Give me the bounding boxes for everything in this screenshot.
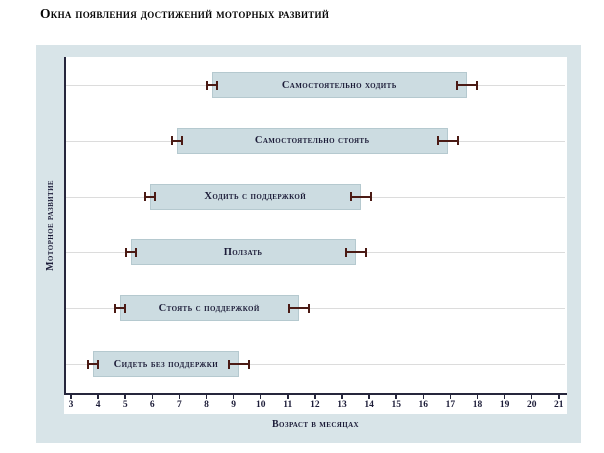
milestone-bar: Сидеть без поддержки — [92, 351, 239, 377]
x-axis-label-box: Возраст в месяцах — [64, 414, 567, 440]
x-tick — [558, 394, 560, 399]
milestone-bar: Ходить с поддержкой — [149, 183, 361, 210]
range-whisker-right — [349, 195, 372, 198]
x-tick-label: 3 — [68, 400, 74, 410]
milestone-label: Ходить с поддержкой — [204, 191, 307, 203]
x-tick — [368, 394, 370, 399]
milestone-label: Самостоятельно ходить — [281, 79, 397, 91]
x-tick — [178, 394, 181, 399]
x-tick — [124, 394, 126, 399]
y-axis-label: Моторное развитие — [44, 180, 56, 271]
whisker-cap — [180, 136, 183, 146]
x-tick — [530, 394, 533, 399]
x-tick-label: 6 — [149, 400, 155, 410]
x-tick — [232, 394, 235, 399]
milestone-bar: Ползать — [130, 239, 356, 266]
whisker-cap — [215, 80, 218, 90]
milestone-bar: Самостоятельно стоять — [176, 127, 448, 154]
range-whisker-right — [228, 363, 251, 365]
x-tick — [314, 394, 316, 399]
whisker-cap — [205, 80, 208, 90]
whisker-cap — [113, 303, 116, 313]
row-gridline — [66, 308, 565, 310]
x-tick — [70, 394, 72, 399]
x-tick — [395, 394, 397, 399]
whisker-cap — [364, 247, 367, 257]
y-axis-label-box: Моторное развитие — [36, 57, 64, 394]
row-gridline — [66, 364, 565, 365]
whisker-cap — [170, 136, 173, 146]
x-tick-label: 11 — [283, 400, 293, 410]
x-tick-label: 10 — [255, 400, 266, 410]
x-tick-label: 17 — [445, 400, 456, 410]
x-tick — [476, 394, 479, 399]
range-whisker-right — [287, 307, 310, 310]
x-tick-label: 4 — [95, 400, 101, 410]
x-tick — [449, 394, 452, 399]
milestone-label: Сидеть без поддержки — [113, 358, 219, 370]
x-tick-label: 5 — [122, 400, 128, 410]
range-whisker-left — [86, 363, 99, 365]
whisker-cap — [124, 247, 127, 257]
x-tick-label: 7 — [177, 400, 182, 410]
whisker-cap — [349, 192, 352, 202]
x-tick — [151, 394, 154, 399]
x-tick-label: 15 — [391, 400, 401, 410]
whisker-cap — [228, 359, 231, 369]
x-tick — [259, 394, 262, 399]
whisker-cap — [344, 247, 347, 257]
chart-title: Окна появления достижений моторных разви… — [40, 6, 330, 21]
whisker-cap — [143, 192, 146, 202]
whisker-cap — [153, 192, 156, 202]
x-tick — [205, 394, 208, 399]
x-tick-label: 18 — [472, 400, 483, 410]
whisker-cap — [248, 359, 251, 369]
x-tick-label: 12 — [310, 400, 320, 410]
whisker-cap — [455, 80, 458, 90]
range-whisker-left — [205, 84, 218, 86]
range-whisker-right — [455, 84, 478, 86]
x-tick — [287, 394, 289, 399]
milestone-label: Самостоятельно стоять — [254, 135, 370, 147]
range-whisker-right — [436, 139, 459, 142]
whisker-cap — [86, 359, 89, 369]
milestone-bar: Стоять с поддержкой — [119, 295, 299, 322]
whisker-cap — [287, 303, 290, 313]
chart-panel: Самостоятельно ходить Самостоятельно стоя… — [36, 45, 581, 443]
x-tick-label: 20 — [526, 400, 537, 410]
range-whisker-right — [344, 251, 367, 254]
x-tick-label: 14 — [364, 400, 374, 410]
x-axis-label: Возраст в месяцах — [271, 419, 360, 430]
range-whisker-left — [124, 251, 137, 254]
range-whisker-left — [170, 139, 183, 142]
milestone-bar: Самостоятельно ходить — [211, 72, 467, 98]
x-tick-label: 8 — [204, 400, 209, 410]
x-tick-label: 9 — [231, 400, 236, 410]
x-tick — [341, 394, 343, 399]
x-tick-label: 21 — [554, 400, 564, 410]
x-tick-label: 16 — [418, 400, 429, 410]
plot-area: Самостоятельно ходить Самостоятельно стоя… — [64, 57, 567, 414]
milestone-label: Стоять с поддержкой — [158, 302, 260, 314]
whisker-cap — [475, 80, 478, 90]
milestone-label: Ползать — [223, 246, 263, 258]
x-tick-label: 13 — [337, 400, 347, 410]
whisker-cap — [123, 303, 126, 313]
whisker-cap — [456, 136, 459, 146]
x-tick — [97, 394, 99, 399]
x-tick — [503, 394, 506, 399]
x-tick — [422, 394, 425, 399]
whisker-cap — [436, 136, 439, 146]
whisker-cap — [96, 359, 99, 369]
whisker-cap — [134, 247, 137, 257]
range-whisker-left — [113, 307, 126, 310]
range-whisker-left — [143, 195, 156, 198]
y-axis-line — [64, 57, 66, 394]
x-tick-label: 19 — [499, 400, 510, 410]
whisker-cap — [369, 192, 372, 202]
x-axis-line — [64, 393, 567, 395]
whisker-cap — [307, 303, 310, 313]
